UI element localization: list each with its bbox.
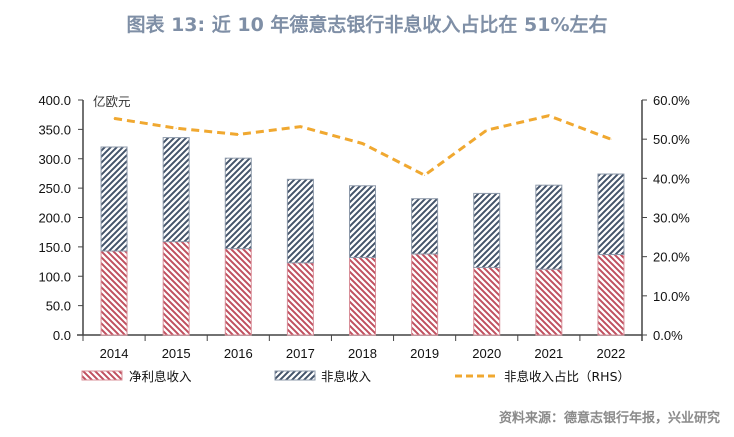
x-axis-tick-label: 2021 [534,346,563,361]
right-axis-tick-label: 50.0% [653,132,690,147]
ratio-point-2017 [299,126,301,128]
bar-net-interest-2016 [224,248,252,336]
bar-net-interest-2015 [162,241,190,336]
bar-non-interest-2019 [411,198,439,255]
left-axis-tick-label: 200.0 [38,211,71,226]
bar-net-interest-2014 [100,250,128,336]
ratio-point-2014 [113,117,115,119]
ratio-point-2016 [237,133,239,135]
legend-label-ratio: 非息收入占比（RHS） [504,369,630,384]
left-axis-tick-label: 250.0 [38,181,71,196]
x-axis-tick-label: 2020 [472,346,501,361]
right-axis-tick-label: 60.0% [653,93,690,108]
left-axis-tick-label: 150.0 [38,240,71,255]
x-axis-tick-label: 2017 [286,346,315,361]
ratio-point-2015 [175,127,177,129]
bar-non-interest-2017 [286,178,314,264]
bar-non-interest-2018 [349,185,376,258]
ratio-point-2022 [610,138,612,140]
right-axis-tick-label: 30.0% [653,211,690,226]
source-note: 资料来源：德意志银行年报，兴业研究 [498,411,720,426]
ratio-point-2018 [362,142,363,144]
right-axis-tick-label: 20.0% [653,250,690,265]
bar-net-interest-2021 [535,268,563,336]
x-axis-tick-label: 2014 [100,346,129,361]
right-axis-tick-label: 40.0% [653,171,690,186]
ratio-point-2019 [424,174,426,176]
legend-label-net-interest: 净利息收入 [129,369,192,384]
bar-net-interest-2017 [286,262,314,336]
bars [100,137,625,336]
x-axis-tick-label: 2022 [596,346,625,361]
ratio-point-2021 [548,115,550,117]
bar-non-interest-2022 [597,173,625,256]
x-axis-tick-label: 2015 [162,346,191,361]
left-axis-tick-label: 350.0 [38,122,71,137]
chart-title: 图表 13: 近 10 年德意志银行非息收入占比在 51%左右 [126,14,608,36]
bar-net-interest-2019 [411,253,439,336]
bar-net-interest-2022 [597,254,625,336]
right-axis-tick-label: 10.0% [653,289,690,304]
legend-label-non-interest: 非息收入 [321,369,372,384]
legend: 净利息收入 非息收入 非息收入占比（RHS） [81,369,630,384]
ratio-point-2020 [486,129,488,131]
x-axis-tick-label: 2016 [224,346,253,361]
left-axis-tick-label: 0.0 [53,328,71,343]
legend-swatch-net-interest [81,370,123,381]
x-axis-tick-label: 2019 [410,346,439,361]
left-axis-tick-label: 50.0 [46,299,71,314]
bar-non-interest-2016 [224,157,252,250]
y-unit-label: 亿欧元 [93,94,131,109]
bar-net-interest-2018 [349,256,376,336]
left-axis-tick-label: 400.0 [38,93,71,108]
left-axis-tick-label: 100.0 [38,269,71,284]
left-axis-tick-label: 300.0 [38,152,71,167]
right-axis-tick-label: 0.0% [653,328,683,343]
ratio-line [113,114,612,177]
bar-non-interest-2020 [473,192,501,268]
legend-swatch-non-interest [274,370,316,381]
x-axis-tick-label: 2018 [348,346,377,361]
bar-non-interest-2021 [535,184,563,270]
bar-net-interest-2020 [473,266,501,336]
bar-non-interest-2014 [100,146,128,252]
bar-non-interest-2015 [162,137,190,243]
